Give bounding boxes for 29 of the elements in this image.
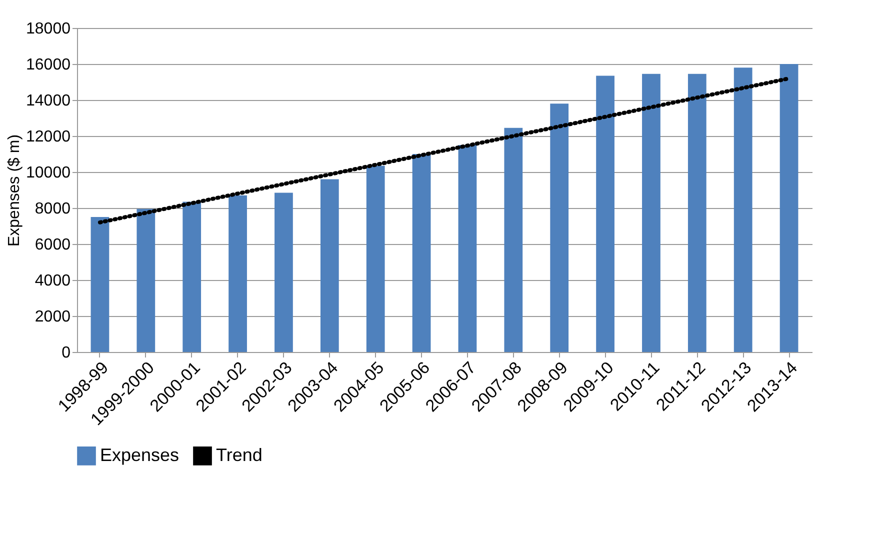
- bar: [596, 76, 614, 352]
- y-tick-label: 0: [62, 344, 71, 362]
- legend-label: Expenses: [100, 444, 180, 465]
- bar: [274, 192, 293, 352]
- bar: [136, 208, 156, 352]
- bar: [366, 166, 385, 352]
- y-tick-label: 6000: [34, 236, 71, 254]
- bar: [550, 104, 569, 352]
- y-tick-label: 18000: [26, 20, 71, 38]
- y-tick-label: 4000: [34, 272, 71, 290]
- legend-label: Trend: [216, 444, 262, 465]
- bar: [90, 217, 110, 352]
- bar: [412, 154, 431, 352]
- y-tick-label: 16000: [26, 56, 71, 74]
- bar: [504, 128, 523, 352]
- bar: [688, 74, 706, 352]
- y-axis-title: Expenses ($ m): [6, 134, 24, 247]
- bar: [458, 145, 477, 352]
- bar: [780, 64, 798, 352]
- bar: [228, 195, 247, 352]
- y-tick-label: 10000: [26, 164, 71, 182]
- bar: [320, 179, 339, 352]
- y-tick-label: 12000: [26, 128, 71, 146]
- bar: [182, 202, 202, 352]
- y-tick-label: 8000: [34, 200, 71, 218]
- y-tick-label: 2000: [34, 308, 71, 326]
- bar: [642, 74, 660, 352]
- bar: [734, 68, 752, 352]
- y-tick-label: 14000: [26, 92, 71, 110]
